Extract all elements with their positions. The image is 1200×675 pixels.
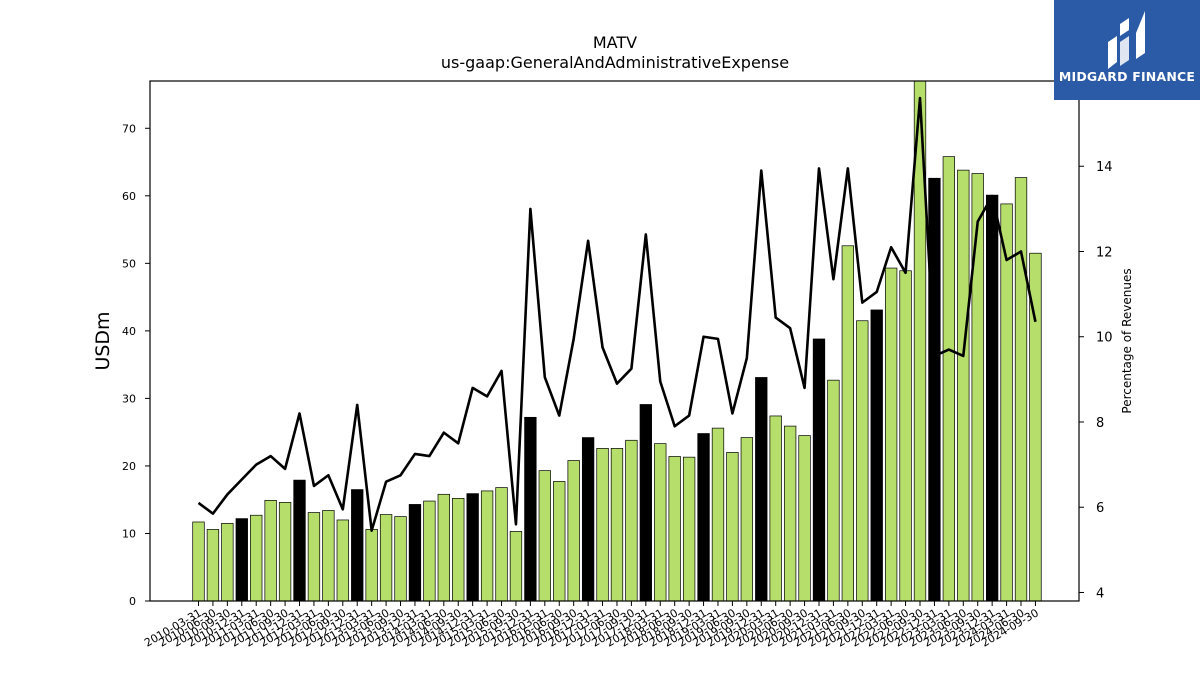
bar-2017-09-30 xyxy=(625,439,638,602)
bar-2018-09-30 xyxy=(682,456,696,602)
bar-2012-06-30 xyxy=(322,510,335,602)
bar-2024-06-30 xyxy=(1014,177,1028,602)
bar-2016-09-30 xyxy=(567,460,580,602)
y-tick-label: 60 xyxy=(122,190,136,203)
bar-2022-12-31 xyxy=(928,177,941,602)
bar-2021-09-30 xyxy=(856,320,869,602)
bar-2017-06-30 xyxy=(610,448,624,602)
y-tick-label: 30 xyxy=(122,392,136,405)
y2-tick-label: 8 xyxy=(1096,416,1104,431)
bar-2013-12-31 xyxy=(408,504,422,602)
brand-logo: MIDGARD FINANCE xyxy=(1054,0,1200,100)
logo-mark-icon xyxy=(1108,11,1145,69)
y2-tick-label: 6 xyxy=(1096,501,1104,516)
y2-tick-label: 10 xyxy=(1096,331,1113,346)
y-axis-label: USDm xyxy=(92,311,114,370)
bar-2010-09-30 xyxy=(221,522,234,602)
bar-2016-03-31 xyxy=(538,470,551,602)
chart-title: MATV xyxy=(593,33,637,52)
y2-tick-label: 12 xyxy=(1096,245,1113,260)
bar-2014-12-31 xyxy=(466,493,479,602)
percentage-line xyxy=(197,96,1037,532)
bar-2013-03-31 xyxy=(365,529,378,602)
bar-2014-06-30 xyxy=(437,493,450,602)
bar-2018-06-30 xyxy=(668,456,681,602)
y-tick-label: 20 xyxy=(122,460,136,473)
line-layer xyxy=(197,96,1037,532)
bar-2019-03-31 xyxy=(711,427,725,602)
bar-2015-09-30 xyxy=(509,531,523,602)
bar-2011-09-30 xyxy=(278,502,292,602)
bar-2023-03-31 xyxy=(942,156,956,602)
bar-2023-06-30 xyxy=(957,169,970,602)
bar-2018-03-31 xyxy=(654,443,667,602)
y-tick-label: 50 xyxy=(122,257,136,270)
bar-2013-09-30 xyxy=(394,516,407,602)
bar-2021-06-30 xyxy=(841,245,854,602)
bar-2013-06-30 xyxy=(379,514,393,602)
bar-2012-03-31 xyxy=(307,512,321,602)
bar-2019-09-30 xyxy=(740,437,753,602)
bar-2020-12-31 xyxy=(812,338,826,602)
y2-tick-label: 4 xyxy=(1096,586,1104,601)
bar-2021-12-31 xyxy=(870,309,883,602)
bar-2014-09-30 xyxy=(452,498,465,602)
bar-2012-09-30 xyxy=(336,519,349,602)
bar-2015-03-31 xyxy=(480,490,494,602)
bar-2016-12-31 xyxy=(581,437,595,602)
bar-2015-06-30 xyxy=(495,487,508,602)
y-tick-label: 10 xyxy=(122,527,136,540)
y-tick-label: 40 xyxy=(122,325,136,338)
bar-2019-12-31 xyxy=(755,377,768,602)
bar-2010-06-30 xyxy=(206,529,220,602)
bar-2012-12-31 xyxy=(351,489,364,602)
bar-2019-06-30 xyxy=(726,452,739,602)
y2-tick-label: 14 xyxy=(1096,160,1113,175)
bar-2020-03-31 xyxy=(769,415,782,602)
bar-2015-12-31 xyxy=(524,416,537,602)
bars-layer xyxy=(192,80,1042,602)
bar-2024-03-31 xyxy=(1000,203,1013,602)
y-tick-label: 0 xyxy=(129,595,136,608)
bar-2020-06-30 xyxy=(783,425,797,602)
bar-2021-03-31 xyxy=(827,379,840,602)
bar-2016-06-30 xyxy=(553,481,566,602)
bar-2022-06-30 xyxy=(899,270,912,602)
bar-2022-03-31 xyxy=(884,267,898,602)
bar-2017-12-31 xyxy=(639,404,652,602)
bar-2023-12-31 xyxy=(985,194,999,602)
y2-axis-label: Percentage of Revenues xyxy=(1120,268,1134,413)
bar-2011-06-30 xyxy=(264,500,277,602)
bar-2011-03-31 xyxy=(250,514,263,602)
logo-text: MIDGARD FINANCE xyxy=(1058,69,1196,84)
bar-2011-12-31 xyxy=(293,479,306,602)
bar-2020-09-30 xyxy=(798,435,811,602)
bar-2010-03-31 xyxy=(192,521,205,602)
plot-frame xyxy=(149,80,1080,602)
y-tick-label: 70 xyxy=(122,122,136,135)
chart-subtitle: us-gaap:GeneralAndAdministrativeExpense xyxy=(441,53,789,72)
bar-2017-03-31 xyxy=(596,448,609,602)
bar-2018-12-31 xyxy=(697,433,710,602)
bar-2010-12-31 xyxy=(235,518,248,602)
bar-2023-09-30 xyxy=(971,173,984,602)
bar-2014-03-31 xyxy=(423,500,436,602)
